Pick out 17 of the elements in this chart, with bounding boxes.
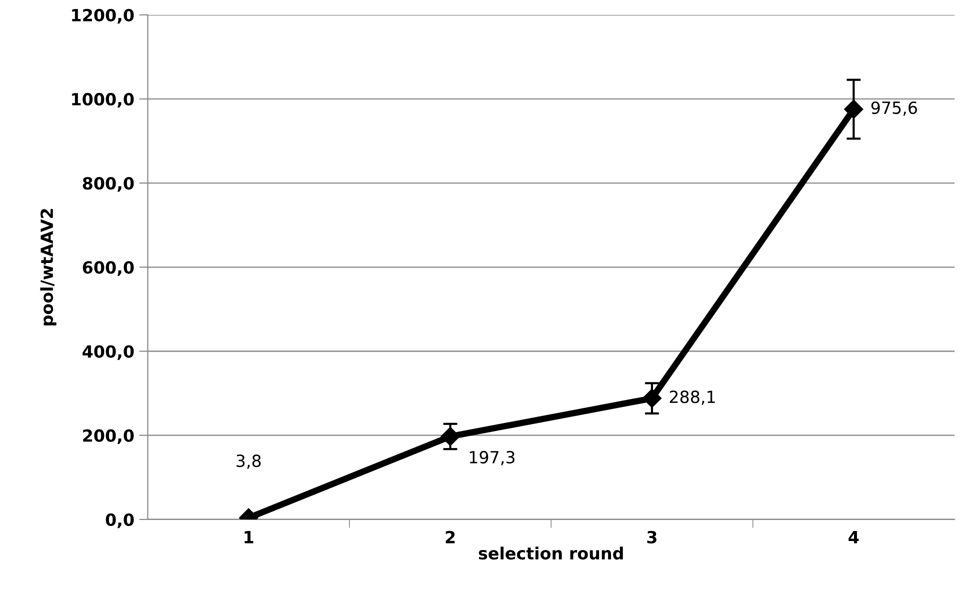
- data-label: 197,3: [470, 450, 514, 466]
- y-tick-label: 600,0: [82, 261, 134, 276]
- y-tick-label: 1000,0: [72, 92, 134, 108]
- data-label: 3,8: [236, 454, 261, 469]
- y-tick-label: 400,0: [82, 345, 134, 360]
- y-tick-label: 800,0: [82, 177, 134, 192]
- y-tick-label: 200,0: [83, 429, 134, 444]
- data-label: 288,1: [670, 390, 715, 405]
- x-tick-label: 3: [647, 530, 656, 544]
- x-axis-title: selection round: [478, 546, 623, 560]
- y-tick-label: 0,0: [106, 513, 134, 528]
- data-label: 975,6: [871, 101, 917, 116]
- y-axis-title: pool/wtAAV2: [40, 209, 56, 326]
- x-tick-label: 2: [446, 530, 455, 544]
- x-tick-label: 1: [244, 531, 254, 544]
- y-tick-label: 1200,0: [72, 8, 134, 24]
- x-tick-label: 4: [848, 531, 859, 544]
